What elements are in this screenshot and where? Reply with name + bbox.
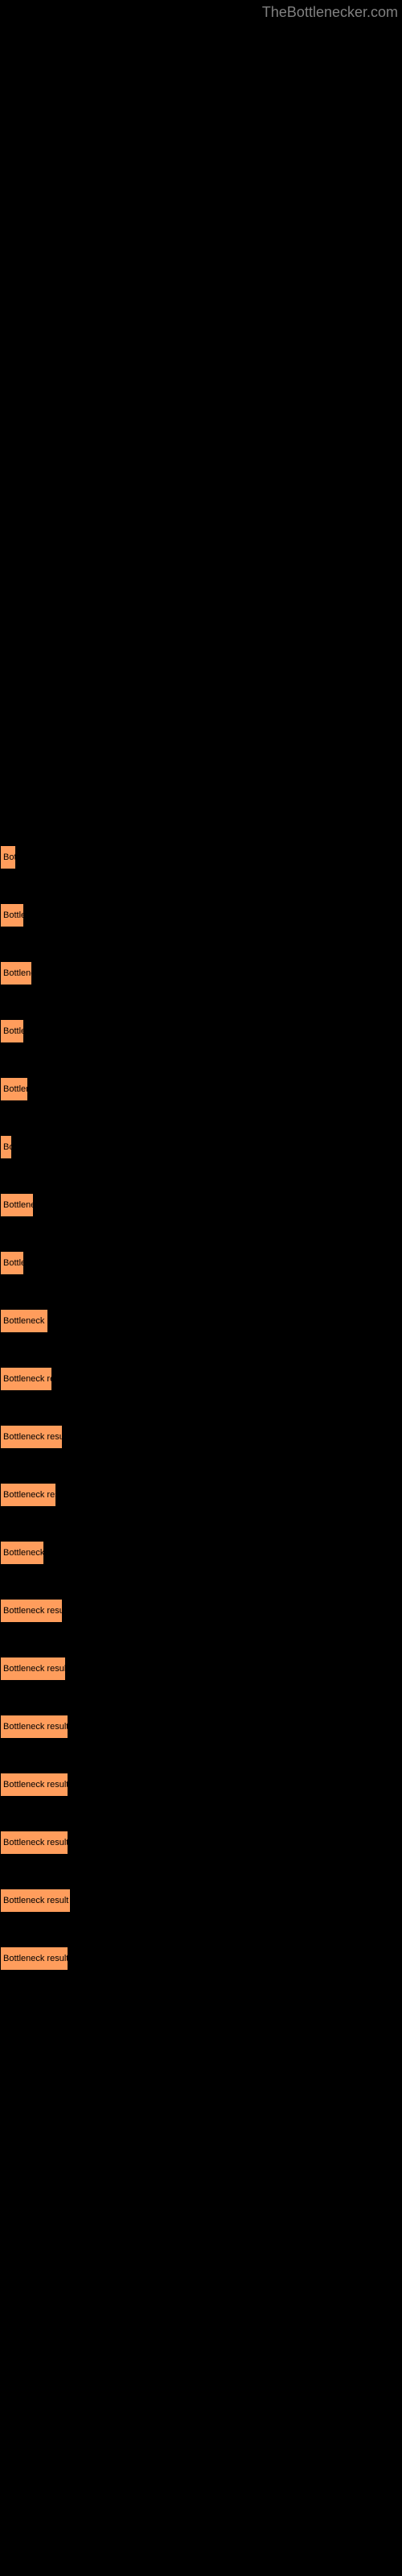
bar-label: Bottlen [3, 1084, 28, 1094]
bar-label: Bottleneck resu [3, 1490, 56, 1500]
bar-row: Bottleneck re [0, 1309, 402, 1333]
chart-bar: Bottlenec [0, 1193, 34, 1217]
bar-row: Bottleneck result [0, 1773, 402, 1797]
chart-bar: Bottleneck result [0, 1946, 68, 1971]
bar-row: Bottlene [0, 961, 402, 985]
bar-label: Bottle [3, 910, 24, 920]
bar-row: Bot [0, 845, 402, 869]
bar-label: Bottleneck result [3, 1606, 63, 1616]
bar-row: Bottleneck r [0, 1541, 402, 1565]
chart-bar: Bottleneck r [0, 1541, 44, 1565]
chart-bar: Bottlene [0, 961, 32, 985]
chart-bar: Bottleneck result [0, 1889, 71, 1913]
watermark-text: TheBottlenecker.com [262, 4, 398, 21]
bar-row: Bottleneck result [0, 1889, 402, 1913]
bar-label: Bottleneck res [3, 1374, 52, 1384]
bar-row: Bottleneck res [0, 1367, 402, 1391]
bar-label: Bottleneck result [3, 1722, 68, 1732]
bar-row: Bottleneck result [0, 1946, 402, 1971]
bar-label: Bottlene [3, 968, 32, 978]
bar-label: Bottleneck result [3, 1780, 68, 1790]
chart-bar: Bottle [0, 903, 24, 927]
bar-row: Bottleneck result [0, 1425, 402, 1449]
chart-bar: Bottleneck result [0, 1773, 68, 1797]
bar-row: Bottleneck result [0, 1657, 402, 1681]
chart-bar: Bo [0, 1135, 12, 1159]
bar-row: Bottleneck result [0, 1831, 402, 1855]
bar-label: Bottleneck result [3, 1432, 63, 1442]
chart-bar: Bottleneck resu [0, 1483, 56, 1507]
bar-label: Bottle [3, 1258, 24, 1268]
bar-label: Bottleneck re [3, 1316, 48, 1326]
bar-label: Bottle [3, 1026, 24, 1036]
bar-label: Bottleneck r [3, 1548, 44, 1558]
bar-row: Bo [0, 1135, 402, 1159]
chart-bar: Bot [0, 845, 16, 869]
chart-bar: Bottlen [0, 1077, 28, 1101]
bar-label: Bottlenec [3, 1200, 34, 1210]
bar-row: Bottle [0, 1251, 402, 1275]
chart-bar: Bottle [0, 1019, 24, 1043]
chart-bar: Bottleneck result [0, 1831, 68, 1855]
bar-label: Bottleneck result [3, 1838, 68, 1847]
bar-label: Bot [3, 852, 16, 862]
bar-row: Bottleneck result [0, 1599, 402, 1623]
bar-row: Bottleneck result [0, 1715, 402, 1739]
chart-bar: Bottleneck result [0, 1657, 66, 1681]
bar-label: Bottleneck result [3, 1954, 68, 1963]
bar-label: Bottleneck result [3, 1664, 66, 1674]
bar-row: Bottleneck resu [0, 1483, 402, 1507]
chart-bar: Bottleneck result [0, 1715, 68, 1739]
bar-row: Bottle [0, 903, 402, 927]
chart-container: Bot Bottle Bottlene Bottle Bottlen Bo Bottlene… [0, 0, 402, 2045]
bar-label: Bottleneck result [3, 1896, 68, 1905]
chart-bar: Bottleneck result [0, 1599, 63, 1623]
bar-row: Bottlenec [0, 1193, 402, 1217]
chart-bar: Bottleneck res [0, 1367, 52, 1391]
bar-label: Bo [3, 1142, 12, 1152]
chart-bar: Bottleneck result [0, 1425, 63, 1449]
chart-bar: Bottleneck re [0, 1309, 48, 1333]
bar-row: Bottle [0, 1019, 402, 1043]
chart-bar: Bottle [0, 1251, 24, 1275]
bar-row: Bottlen [0, 1077, 402, 1101]
